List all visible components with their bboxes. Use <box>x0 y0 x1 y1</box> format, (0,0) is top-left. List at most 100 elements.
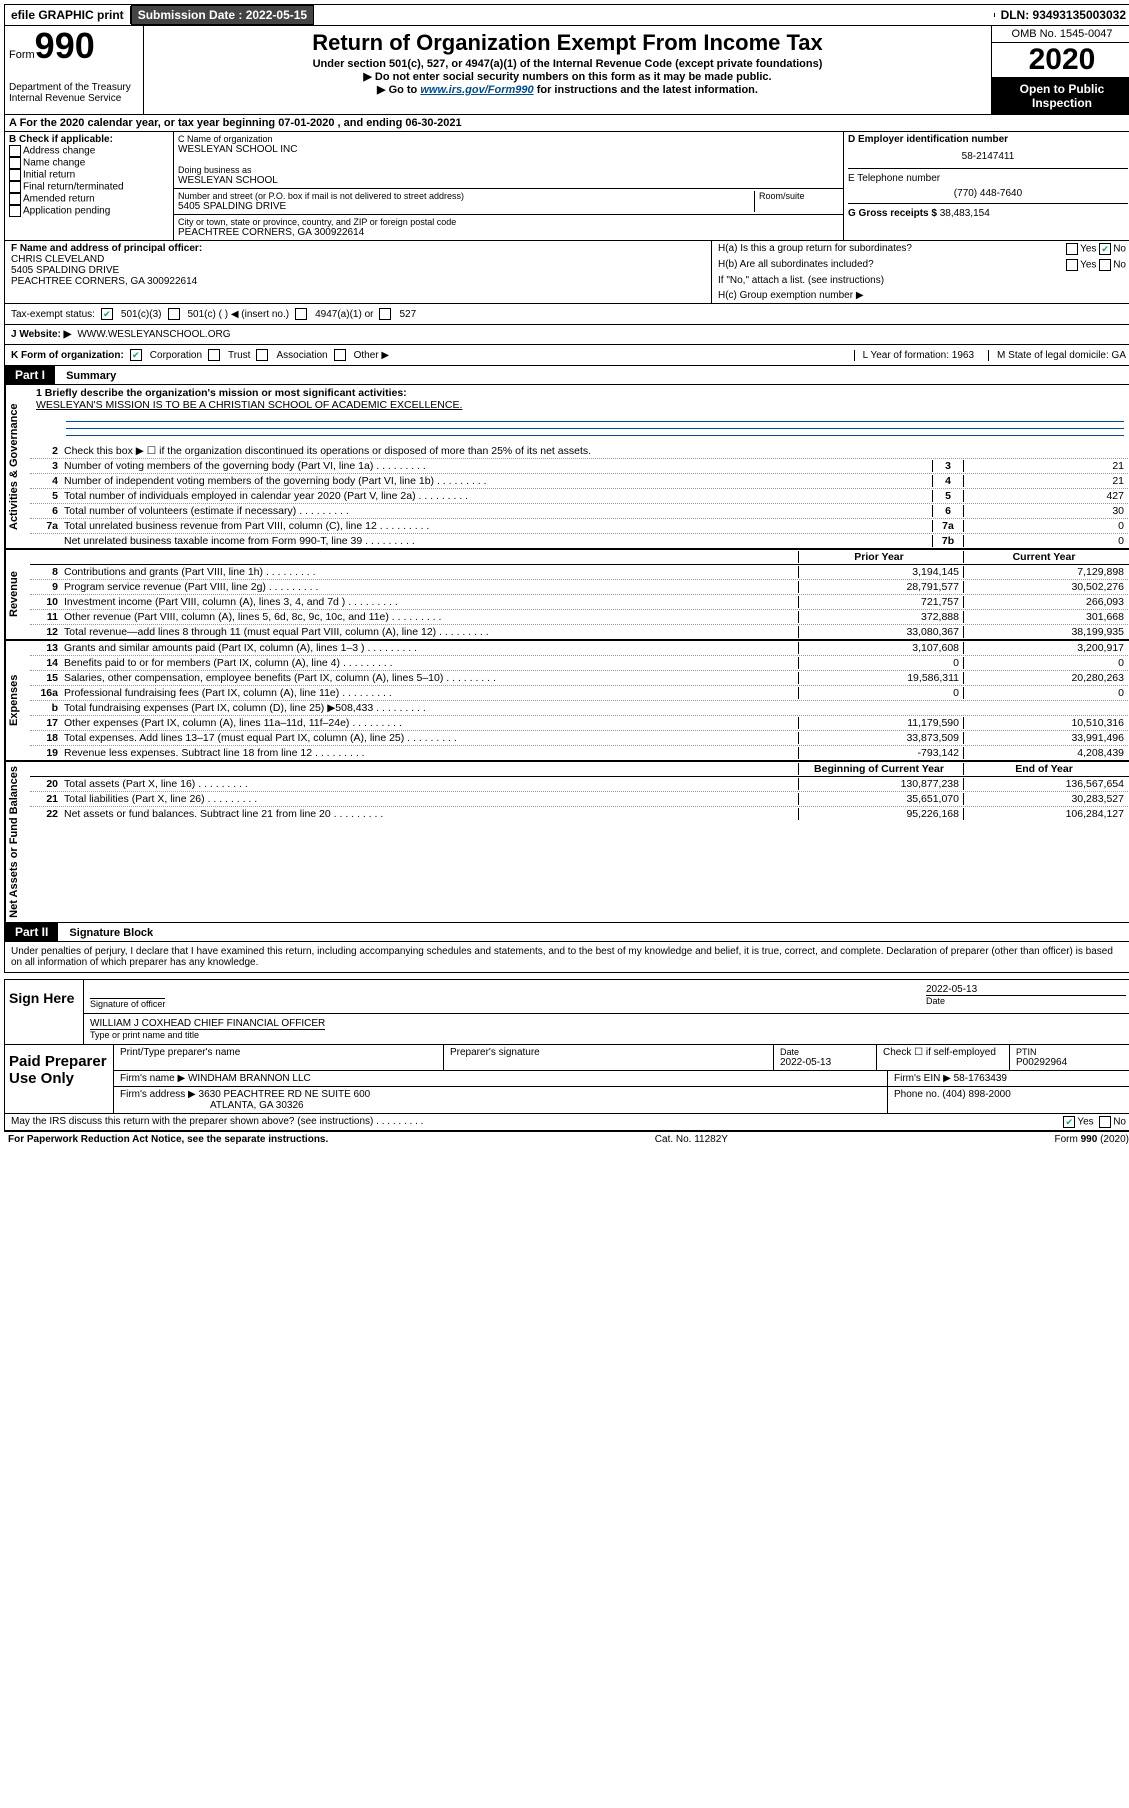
hb-yes[interactable] <box>1066 259 1078 271</box>
discuss-no[interactable] <box>1099 1116 1111 1128</box>
sig-officer-label: Signature of officer <box>90 998 165 1009</box>
k-row: K Form of organization: Corporation Trus… <box>4 345 1129 366</box>
lbl-trust: Trust <box>228 350 250 361</box>
summary-line: 14Benefits paid to or for members (Part … <box>30 656 1129 671</box>
hb-no[interactable] <box>1099 259 1111 271</box>
opt-amended[interactable]: Amended return <box>9 193 169 205</box>
firm-name: WINDHAM BRANNON LLC <box>188 1073 311 1084</box>
type-name-label: Type or print name and title <box>90 1029 325 1040</box>
website-row: J Website: ▶ WWW.WESLEYANSCHOOL.ORG <box>4 325 1129 345</box>
ptin-cell: PTIN P00292964 <box>1010 1045 1129 1070</box>
paid-preparer-block: Paid Preparer Use Only Print/Type prepar… <box>4 1045 1129 1114</box>
officer-typed-name: WILLIAM J COXHEAD CHIEF FINANCIAL OFFICE… <box>90 1018 325 1029</box>
opt-pending[interactable]: Application pending <box>9 205 169 217</box>
lbl-501c3: 501(c)(3) <box>121 309 162 320</box>
opt-initial[interactable]: Initial return <box>9 169 169 181</box>
part1-title: Summary <box>58 370 116 382</box>
cb-527[interactable] <box>379 308 391 320</box>
summary-line: 7aTotal unrelated business revenue from … <box>30 519 1129 534</box>
efile-text[interactable]: efile GRAPHIC print <box>11 8 124 22</box>
part1-header-row: Part I Summary <box>4 366 1129 385</box>
org-name: WESLEYAN SCHOOL INC <box>178 144 839 155</box>
exp-body: 13Grants and similar amounts paid (Part … <box>30 641 1129 760</box>
cb-501c3[interactable] <box>101 308 113 320</box>
summary-line: 4Number of independent voting members of… <box>30 474 1129 489</box>
ha-no[interactable] <box>1099 243 1111 255</box>
summary-line: 8Contributions and grants (Part VIII, li… <box>30 565 1129 580</box>
firm-addr1: 3630 PEACHTREE RD NE SUITE 600 <box>199 1089 371 1100</box>
discuss-yes[interactable] <box>1063 1116 1075 1128</box>
street-value: 5405 SPALDING DRIVE <box>178 201 754 212</box>
section-f-h: F Name and address of principal officer:… <box>4 241 1129 304</box>
firm-phone-cell: Phone no. (404) 898-2000 <box>888 1087 1129 1113</box>
gov-body: 1 Briefly describe the organization's mi… <box>30 385 1129 548</box>
dba-value: WESLEYAN SCHOOL <box>178 175 839 186</box>
f-left: F Name and address of principal officer:… <box>5 241 712 303</box>
opt-name[interactable]: Name change <box>9 157 169 169</box>
submission-date-button[interactable]: Submission Date : 2022-05-15 <box>131 5 314 25</box>
net-block: Net Assets or Fund Balances Beginning of… <box>4 761 1129 923</box>
summary-line: 16aProfessional fundraising fees (Part I… <box>30 686 1129 701</box>
net-header: Beginning of Current Year End of Year <box>30 762 1129 777</box>
part1-badge: Part I <box>5 366 55 384</box>
col-c: C Name of organization WESLEYAN SCHOOL I… <box>174 132 844 240</box>
org-name-label: C Name of organization <box>178 134 839 144</box>
prep-sig-label: Preparer's signature <box>444 1045 774 1070</box>
lbl-501c: 501(c) ( ) ◀ (insert no.) <box>188 309 290 320</box>
net-vert-label: Net Assets or Fund Balances <box>5 762 30 922</box>
state-domicile: M State of legal domicile: GA <box>988 350 1126 361</box>
lbl-assoc: Association <box>276 350 327 361</box>
ha-row: H(a) Is this a group return for subordin… <box>712 241 1129 257</box>
lbl-corp: Corporation <box>150 350 202 361</box>
cb-other[interactable] <box>334 349 346 361</box>
omb-number: OMB No. 1545-0047 <box>992 26 1129 42</box>
ha-yes[interactable] <box>1066 243 1078 255</box>
footer: For Paperwork Reduction Act Notice, see … <box>4 1131 1129 1147</box>
sig-date-value: 2022-05-13 <box>926 984 1126 995</box>
subtitle-2: ▶ Do not enter social security numbers o… <box>150 70 985 83</box>
col-b: B Check if applicable: Address change Na… <box>5 132 174 240</box>
firm-addr2: ATLANTA, GA 30326 <box>120 1100 304 1111</box>
sig-date-label: Date <box>926 995 1126 1006</box>
cb-assoc[interactable] <box>256 349 268 361</box>
cb-trust[interactable] <box>208 349 220 361</box>
ptin-label: PTIN <box>1016 1047 1126 1057</box>
form-header: Form990 Department of the Treasury Inter… <box>4 26 1129 115</box>
prep-date-value: 2022-05-13 <box>780 1057 870 1068</box>
footer-left: For Paperwork Reduction Act Notice, see … <box>8 1134 328 1145</box>
part2-title: Signature Block <box>61 927 153 939</box>
check-self[interactable]: Check ☐ if self-employed <box>877 1045 1010 1070</box>
begin-year-header: Beginning of Current Year <box>798 763 963 775</box>
prior-year-header: Prior Year <box>798 551 963 563</box>
officer-addr2: PEACHTREE CORNERS, GA 300922614 <box>11 276 705 287</box>
city-label: City or town, state or province, country… <box>178 217 839 227</box>
lbl-527: 527 <box>399 309 416 320</box>
summary-line: 20Total assets (Part X, line 16)130,877,… <box>30 777 1129 792</box>
year-formation: L Year of formation: 1963 <box>854 350 982 361</box>
firm-ein-label: Firm's EIN ▶ <box>894 1073 951 1084</box>
opt-address[interactable]: Address change <box>9 145 169 157</box>
firm-name-label: Firm's name ▶ <box>120 1073 185 1084</box>
line2: 2 Check this box ▶ ☐ if the organization… <box>30 444 1129 459</box>
irs-link[interactable]: www.irs.gov/Form990 <box>420 84 533 96</box>
col-b-label: B Check if applicable: <box>9 134 169 145</box>
part2-badge: Part II <box>5 923 58 941</box>
ein-value: 58-2147411 <box>848 145 1128 168</box>
ptin-value: P00292964 <box>1016 1057 1126 1068</box>
room-label: Room/suite <box>759 191 839 201</box>
top-bar: efile GRAPHIC print Submission Date : 20… <box>4 4 1129 26</box>
cb-4947[interactable] <box>295 308 307 320</box>
opt-final[interactable]: Final return/terminated <box>9 181 169 193</box>
mission-text: WESLEYAN'S MISSION IS TO BE A CHRISTIAN … <box>36 399 462 411</box>
website-value: WWW.WESLEYANSCHOOL.ORG <box>77 329 230 340</box>
summary-line: 9Program service revenue (Part VIII, lin… <box>30 580 1129 595</box>
tax-status-row: Tax-exempt status: 501(c)(3) 501(c) ( ) … <box>4 304 1129 325</box>
net-body: Beginning of Current Year End of Year 20… <box>30 762 1129 922</box>
cb-corp[interactable] <box>130 349 142 361</box>
firm-name-cell: Firm's name ▶ WINDHAM BRANNON LLC <box>114 1071 888 1086</box>
form-word: Form <box>9 49 35 61</box>
cb-501c[interactable] <box>168 308 180 320</box>
ein-label: D Employer identification number <box>848 134 1128 145</box>
prep-date-cell: Date 2022-05-13 <box>774 1045 877 1070</box>
summary-line: 13Grants and similar amounts paid (Part … <box>30 641 1129 656</box>
